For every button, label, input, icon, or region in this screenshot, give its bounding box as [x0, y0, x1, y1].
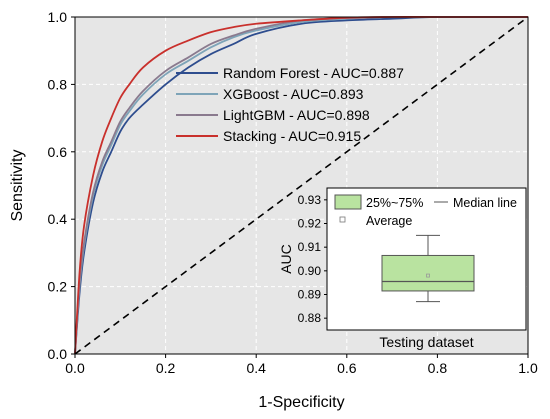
legend-label: Median line [453, 196, 517, 210]
legend-label: Average [366, 214, 412, 228]
y-axis-label: Sensitivity [9, 149, 26, 221]
y-tick-label: 0.0 [48, 346, 68, 362]
main-grid [75, 17, 528, 354]
inset-frame [326, 187, 527, 331]
x-tick-label: 0.0 [65, 360, 85, 376]
main-x-ticks: 0.0 0.2 0.4 0.6 0.8 1.0 [65, 354, 538, 376]
y-tick-label: 0.4 [48, 211, 68, 227]
x-tick-label: 0.2 [156, 360, 176, 376]
inset-legend: 25%~75% Median line Average [334, 194, 517, 228]
x-tick-label: 1.0 [518, 360, 538, 376]
legend-label: XGBoost - AUC=0.893 [223, 86, 364, 102]
legend-label: LightGBM - AUC=0.898 [223, 107, 370, 123]
roc-legend: Random Forest - AUC=0.887 XGBoost - AUC=0… [176, 65, 404, 144]
roc-series-line-4 [74, 16, 528, 355]
legend-box-swatch [334, 194, 362, 210]
y-tick-label: 0.2 [48, 279, 68, 295]
main-plot-area: 0.0 0.2 0.4 0.6 0.8 1.0 0.0 0.2 0.4 0.6 0.8 1.0 1-… [9, 9, 538, 411]
inset-box-group [381, 234, 475, 303]
inset-y-tick-label: 0.89 [298, 288, 322, 302]
roc-series-line-1 [74, 15, 529, 355]
legend-label: Stacking - AUC=0.915 [223, 128, 361, 144]
inset-y-ticks: 0.88 0.89 0.90 0.91 0.92 0.93 [298, 193, 327, 325]
x-tick-label: 0.6 [337, 360, 357, 376]
inset-y-axis-label: AUC [278, 244, 294, 274]
main-y-ticks: 0.0 0.2 0.4 0.6 0.8 1.0 [48, 9, 75, 362]
inset-y-tick-label: 0.88 [298, 311, 322, 325]
y-tick-label: 1.0 [48, 9, 68, 25]
x-tick-label: 0.4 [246, 360, 266, 376]
mean-marker [426, 273, 430, 278]
legend-average-swatch [339, 216, 346, 223]
x-axis-label: 1-Specificity [258, 394, 344, 411]
iqr-box [381, 254, 475, 292]
inset-y-tick-label: 0.93 [298, 193, 322, 207]
main-series-group [74, 15, 529, 355]
inset-y-tick-label: 0.91 [298, 240, 322, 254]
diagonal-reference-line [74, 16, 529, 355]
inset-x-axis-label: Testing dataset [379, 334, 473, 350]
inset-y-tick-label: 0.92 [298, 217, 322, 231]
main-plot-frame [74, 16, 529, 355]
y-tick-label: 0.8 [48, 76, 68, 92]
inset-boxplot: 0.88 0.89 0.90 0.91 0.92 0.93 25%~75% Median l… [278, 187, 527, 350]
y-tick-label: 0.6 [48, 144, 68, 160]
legend-label: Random Forest - AUC=0.887 [223, 65, 404, 81]
x-tick-label: 0.8 [428, 360, 448, 376]
legend-label: 25%~75% [366, 196, 423, 210]
inset-y-tick-label: 0.90 [298, 264, 322, 278]
